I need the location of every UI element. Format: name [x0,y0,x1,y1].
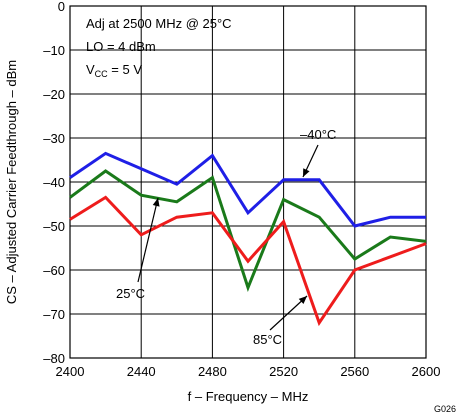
annotation-25c: 25°C [116,286,145,301]
y-tick-label: –30 [43,131,65,146]
y-tick-label: –40 [43,175,65,190]
arrow-line [269,295,308,331]
x-tick-label: 2480 [198,364,227,379]
series-group [69,151,427,327]
x-tick-label: 2520 [269,364,298,379]
plot-frame [69,5,427,359]
condition-adj: Adj at 2500 MHz @ 25°C [86,16,232,31]
figure-id: G026 [434,404,456,414]
vcc-value: = 5 V [108,62,143,77]
annotation-arrows [137,144,319,331]
x-axis-label: f – Frequency – MHz [188,389,309,404]
x-tick-label: 2440 [127,364,156,379]
y-tick-label: –50 [43,219,65,234]
arrow-line [137,197,159,283]
series-line [69,195,427,327]
condition-vcc: VCC = 5 V [86,62,142,79]
y-tick-label: –70 [43,307,65,322]
condition-lo: LO = 4 dBm [86,39,156,54]
y-tick-label: –20 [43,87,65,102]
x-tick-label: 2560 [340,364,369,379]
annotation-85c: 85°C [253,332,282,347]
y-tick-label: –60 [43,263,65,278]
y-tick-label: –80 [43,351,65,366]
series-line [69,169,427,292]
x-tick-label: 2600 [412,364,441,379]
y-axis-label: CS – Adjusted Carrier Feedthrough – dBm [4,60,19,304]
x-tick-label: 2400 [56,364,85,379]
annotation-minus40c: –40°C [300,127,336,142]
arrow-head [298,296,307,304]
series-line [69,151,426,228]
y-tick-label: 0 [58,0,65,14]
y-tick-label: –10 [43,43,65,58]
vcc-subscript: CC [95,69,108,79]
vcc-symbol: V [86,62,95,77]
arrow-head [303,168,310,177]
tick-labels: 2400 2440 2480 2520 2560 2600 0 –10 –20 –30 –40 –50… [43,0,440,379]
arrow-head [152,198,160,207]
